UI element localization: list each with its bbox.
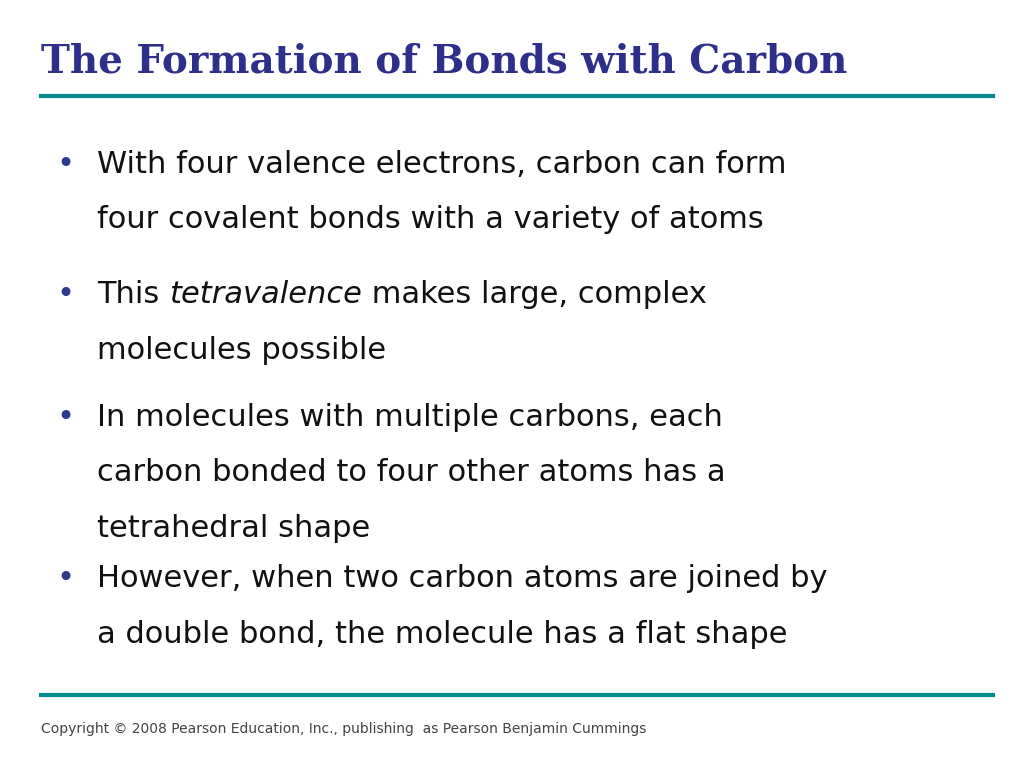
Text: •: • xyxy=(56,564,75,594)
Text: a double bond, the molecule has a flat shape: a double bond, the molecule has a flat s… xyxy=(97,620,787,649)
Text: makes large, complex: makes large, complex xyxy=(362,280,707,310)
Text: •: • xyxy=(56,150,75,179)
Text: However, when two carbon atoms are joined by: However, when two carbon atoms are joine… xyxy=(97,564,827,594)
Text: tetrahedral shape: tetrahedral shape xyxy=(97,514,371,543)
Text: In molecules with multiple carbons, each: In molecules with multiple carbons, each xyxy=(97,403,723,432)
Text: •: • xyxy=(56,403,75,432)
Text: This: This xyxy=(97,280,169,310)
Text: The Formation of Bonds with Carbon: The Formation of Bonds with Carbon xyxy=(41,42,847,80)
Text: tetravalence: tetravalence xyxy=(169,280,362,310)
Text: carbon bonded to four other atoms has a: carbon bonded to four other atoms has a xyxy=(97,458,726,488)
Text: four covalent bonds with a variety of atoms: four covalent bonds with a variety of at… xyxy=(97,205,764,234)
Text: molecules possible: molecules possible xyxy=(97,336,386,365)
Text: With four valence electrons, carbon can form: With four valence electrons, carbon can … xyxy=(97,150,786,179)
Text: Copyright © 2008 Pearson Education, Inc., publishing  as Pearson Benjamin Cummin: Copyright © 2008 Pearson Education, Inc.… xyxy=(41,722,646,736)
Text: •: • xyxy=(56,280,75,310)
